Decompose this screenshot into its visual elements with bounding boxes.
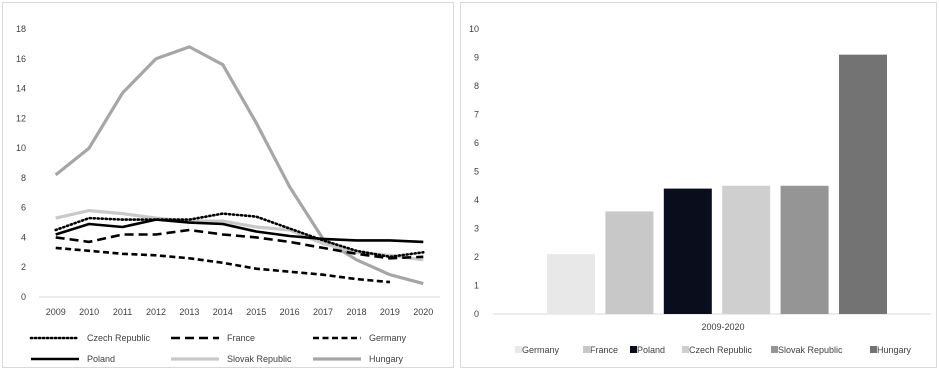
- legend-label: Poland: [637, 345, 665, 355]
- y-tick-label: 10: [16, 143, 26, 153]
- x-axis-category-label: 2009-2020: [701, 322, 744, 332]
- legend-label: Slovak Republic: [227, 354, 292, 364]
- x-tick-label: 2013: [179, 307, 199, 317]
- series-line-czech-republic: [54, 212, 425, 259]
- y-tick-label: 10: [469, 24, 479, 34]
- legend-swatch-slovak-republic: [771, 346, 778, 353]
- bar-germany: [547, 254, 595, 314]
- legend-label: Poland: [87, 354, 115, 364]
- y-tick-label: 1: [474, 281, 479, 291]
- y-tick-label: 0: [474, 309, 479, 319]
- series-line-france: [55, 228, 424, 260]
- y-tick-label: 16: [16, 54, 26, 64]
- y-tick-label: 2: [21, 262, 26, 272]
- y-tick-label: 14: [16, 84, 26, 94]
- y-tick-label: 12: [16, 113, 26, 123]
- legend-label: Germany: [522, 345, 560, 355]
- legend-label: Germany: [369, 333, 407, 343]
- legend-label: Slovak Republic: [778, 345, 843, 355]
- x-tick-label: 2015: [246, 307, 266, 317]
- bar-czech-republic: [722, 185, 771, 314]
- x-tick-label: 2017: [313, 307, 333, 317]
- bar-slovak-republic: [780, 185, 829, 314]
- x-tick-label: 2010: [79, 307, 99, 317]
- legend-swatch-hungary: [870, 346, 877, 353]
- y-tick-label: 6: [21, 203, 26, 213]
- x-tick-label: 2018: [346, 307, 366, 317]
- legend-label: Hungary: [877, 345, 912, 355]
- x-tick-label: 2014: [213, 307, 233, 317]
- y-tick-label: 18: [16, 24, 26, 34]
- legend-swatch-poland: [630, 346, 637, 353]
- y-tick-label: 7: [474, 110, 479, 120]
- legend-label: Hungary: [369, 354, 404, 364]
- legend-swatch-czech-republic: [682, 346, 689, 353]
- y-tick-label: 0: [21, 292, 26, 302]
- bar-france: [605, 211, 654, 314]
- line-chart-panel: 0 2 4 6 8 10 12 14 16 18 2009 2010 2011 2012 2013 2014 2…: [2, 2, 454, 368]
- y-tick-label: 3: [474, 224, 479, 234]
- x-tick-label: 2011: [113, 307, 132, 317]
- x-tick-label: 2016: [280, 307, 300, 317]
- y-tick-label: 9: [474, 53, 479, 63]
- x-tick-label: 2019: [380, 307, 400, 317]
- y-tick-label: 6: [474, 138, 479, 148]
- legend-label: Czech Republic: [87, 333, 151, 343]
- x-tick-label: 2012: [146, 307, 166, 317]
- series-line-hungary: [54, 45, 424, 286]
- y-tick-label: 4: [21, 232, 26, 242]
- bar-chart-panel: 0 1 2 3 4 5 6 7 8 9 10 2009-2020 Germany France Poland…: [460, 2, 937, 368]
- x-tick-label: 2020: [413, 307, 433, 317]
- line-chart: 0 2 4 6 8 10 12 14 16 18 2009 2010 2011 2012 2013 2014 2…: [16, 24, 440, 364]
- legend-label: Czech Republic: [689, 345, 753, 355]
- series-line-germany: [55, 246, 391, 284]
- legend-label: France: [590, 345, 618, 355]
- bar-hungary: [839, 54, 887, 315]
- x-tick-label: 2009: [46, 307, 66, 317]
- legend-swatch-france: [583, 346, 590, 353]
- y-tick-label: 8: [21, 173, 26, 183]
- series-line-slovak-republic: [55, 209, 424, 262]
- series-line-poland: [55, 218, 424, 244]
- bar-poland: [663, 188, 712, 314]
- legend-label: France: [227, 333, 255, 343]
- y-tick-label: 5: [474, 167, 479, 177]
- y-tick-label: 8: [474, 81, 479, 91]
- y-tick-label: 2: [474, 252, 479, 262]
- bar-chart: 0 1 2 3 4 5 6 7 8 9 10 2009-2020 Germany France Poland…: [469, 24, 931, 355]
- legend-swatch-germany: [515, 346, 522, 353]
- y-tick-label: 4: [474, 195, 479, 205]
